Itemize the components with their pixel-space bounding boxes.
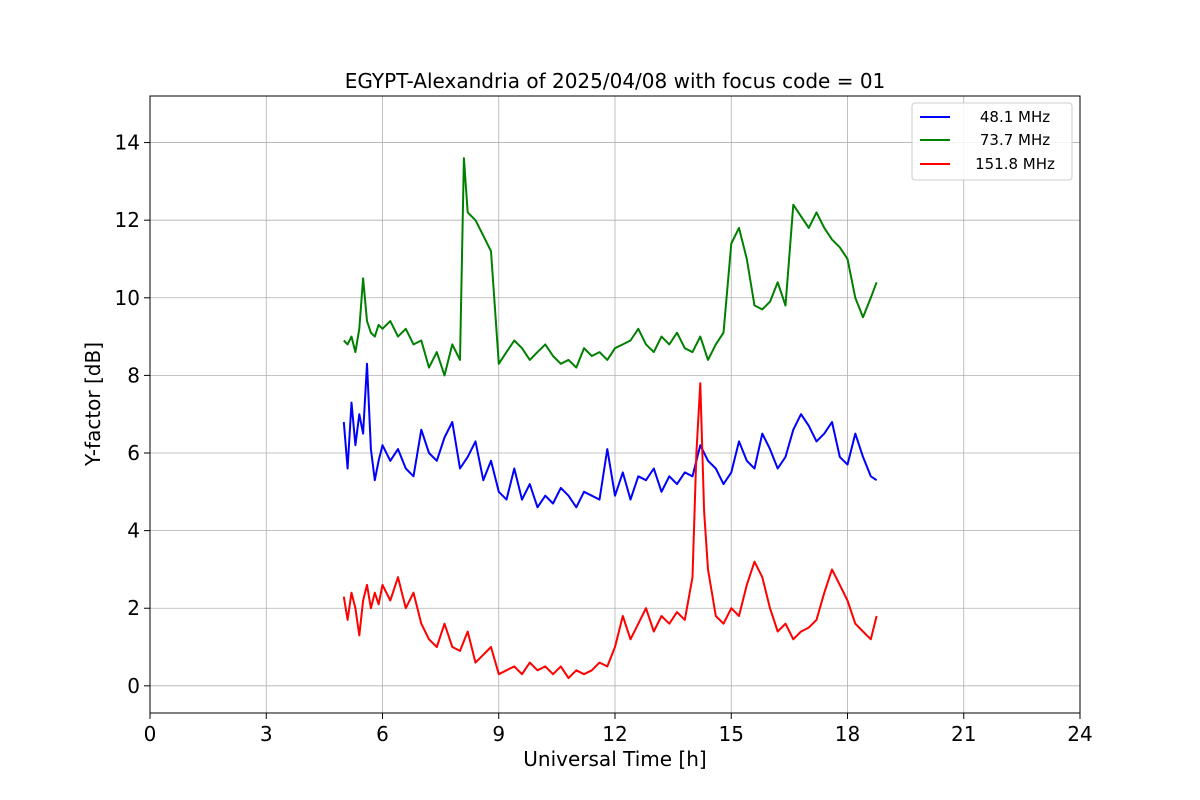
x-tick-label: 9: [492, 722, 505, 746]
chart-title: EGYPT-Alexandria of 2025/04/08 with focu…: [345, 69, 886, 93]
legend-box: [911, 102, 1073, 181]
x-tick-label: 15: [719, 722, 744, 746]
y-tick-label: 12: [115, 208, 140, 232]
legend-label-series-3: 151.8 MHz: [975, 155, 1055, 173]
y-tick-label: 14: [115, 131, 140, 155]
x-tick-label: 24: [1067, 722, 1092, 746]
y-tick-label: 4: [127, 519, 140, 543]
legend-label-series-2: 73.7 MHz: [980, 131, 1050, 149]
series-line-2: [343, 157, 878, 377]
y-axis-label: Y-factor [dB]: [81, 342, 105, 467]
legend: 48.1 MHz 73.7 MHz 151.8 MHz: [911, 102, 1073, 181]
x-tick-label: 18: [835, 722, 860, 746]
x-tick-label: 6: [376, 722, 389, 746]
y-tick-label: 8: [127, 363, 140, 387]
y-tick-label: 0: [127, 674, 140, 698]
y-axis: 0 2 4 6 8 10 12 14: [115, 131, 150, 698]
y-tick-label: 10: [115, 286, 140, 310]
x-tick-label: 0: [144, 722, 157, 746]
x-tick-label: 21: [951, 722, 976, 746]
y-tick-label: 2: [127, 596, 140, 620]
x-tick-label: 3: [260, 722, 273, 746]
x-tick-label: 12: [602, 722, 627, 746]
legend-label-series-1: 48.1 MHz: [980, 108, 1050, 126]
y-tick-label: 6: [127, 441, 140, 465]
x-axis-label: Universal Time [h]: [523, 747, 706, 771]
series-layer: [342, 157, 878, 680]
series-line-3: [342, 382, 878, 680]
x-axis: 0 3 6 9 12 15 18 21 24: [144, 713, 1093, 746]
series-line-1: [342, 362, 878, 509]
